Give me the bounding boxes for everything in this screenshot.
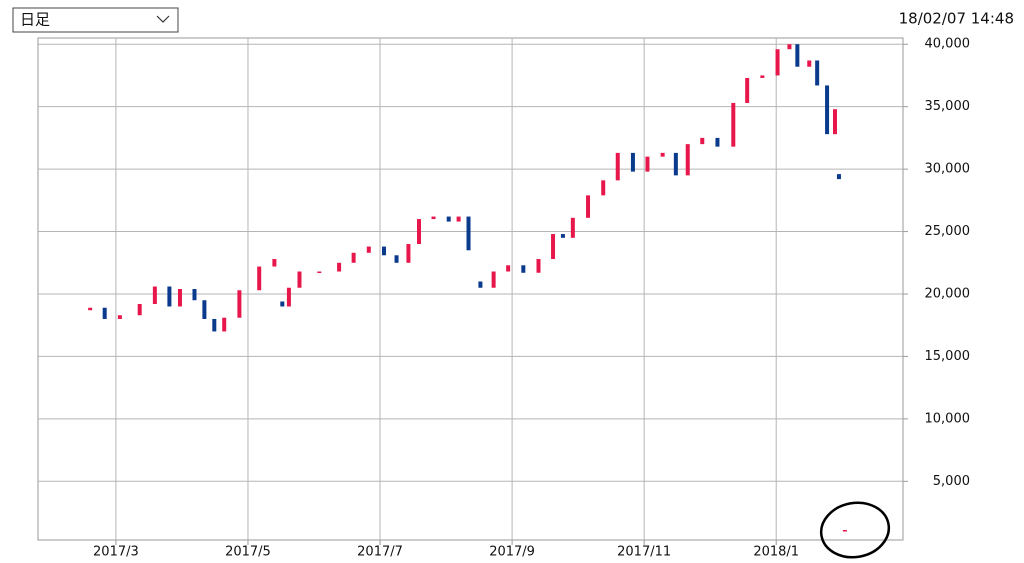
period-label[interactable]: 日足 xyxy=(20,11,50,29)
candle-body xyxy=(272,259,277,267)
y-tick-label: 30,000 xyxy=(925,162,971,177)
candle-body xyxy=(192,289,197,301)
y-tick-label: 10,000 xyxy=(925,411,971,426)
y-tick-label: 20,000 xyxy=(925,286,971,301)
x-tick-label: 2017/9 xyxy=(489,545,535,560)
candle-body xyxy=(351,252,356,263)
candle-body xyxy=(630,152,635,172)
candle-body xyxy=(456,216,461,222)
y-tick-label: 5,000 xyxy=(933,474,970,489)
y-tick-label: 40,000 xyxy=(925,37,971,52)
x-tick-label: 2017/5 xyxy=(225,545,271,560)
candle-body xyxy=(807,60,812,67)
candle-body xyxy=(551,234,556,260)
candle-body xyxy=(787,44,792,50)
candle-body xyxy=(394,255,399,263)
candle-body xyxy=(832,109,837,135)
candle-body xyxy=(88,307,93,311)
y-tick-label: 35,000 xyxy=(925,99,971,114)
x-tick-label: 2017/11 xyxy=(617,545,671,560)
x-tick-label: 2018/1 xyxy=(753,545,799,560)
candle-body xyxy=(673,152,678,176)
candle-body xyxy=(760,75,765,78)
candle-body xyxy=(536,259,541,273)
candle-body xyxy=(660,152,665,157)
candle-body xyxy=(406,244,411,263)
candle-body xyxy=(137,303,142,316)
candle-body xyxy=(685,144,690,176)
candle-body xyxy=(491,271,496,288)
candle-body xyxy=(117,315,122,319)
y-tick-label: 15,000 xyxy=(925,349,971,364)
candle-body xyxy=(601,180,606,196)
candle-body xyxy=(795,44,800,67)
candle-body xyxy=(257,266,262,291)
timestamp: 18/02/07 14:48 xyxy=(899,10,1014,28)
candle-body xyxy=(775,49,780,76)
candle-body xyxy=(366,246,371,253)
candle-body xyxy=(842,530,847,532)
candle-body xyxy=(102,307,107,319)
candle-body xyxy=(478,281,483,288)
candle-body xyxy=(836,174,841,180)
candle-body xyxy=(286,287,291,307)
annotation-circle xyxy=(819,501,891,559)
period-dropdown[interactable] xyxy=(12,7,179,33)
candle-body xyxy=(202,300,207,319)
candle-body xyxy=(317,271,322,274)
candle-body xyxy=(715,137,720,147)
candle-body xyxy=(466,216,471,251)
candle-body xyxy=(815,60,820,86)
candle-body xyxy=(222,317,227,332)
candle-body xyxy=(586,195,591,218)
candle-body xyxy=(382,246,386,256)
candle-body xyxy=(280,301,285,307)
candle-body xyxy=(521,265,526,273)
candle-body xyxy=(167,286,172,307)
candle-body xyxy=(297,271,302,288)
candle-body xyxy=(416,219,421,245)
y-tick-label: 25,000 xyxy=(925,224,971,239)
dropdown-chevron[interactable] xyxy=(156,15,170,23)
candle-body xyxy=(337,262,342,272)
plot-frame xyxy=(37,37,904,541)
candle-body xyxy=(825,85,830,135)
candle-body xyxy=(506,265,511,272)
x-tick-label: 2017/7 xyxy=(357,545,403,560)
x-tick-label: 2017/3 xyxy=(93,545,139,560)
candle-body xyxy=(731,102,736,147)
candle-body xyxy=(700,137,705,145)
candle-body xyxy=(431,216,436,220)
candle-body xyxy=(745,77,750,103)
candle-body xyxy=(177,289,182,307)
candle-body xyxy=(237,290,242,318)
candle-body xyxy=(570,217,575,238)
candle-body xyxy=(446,216,451,222)
candle-body xyxy=(615,152,620,181)
candle-body xyxy=(645,156,650,172)
candle-body xyxy=(212,318,217,332)
candle-body xyxy=(560,234,565,238)
candle-body xyxy=(152,286,157,304)
